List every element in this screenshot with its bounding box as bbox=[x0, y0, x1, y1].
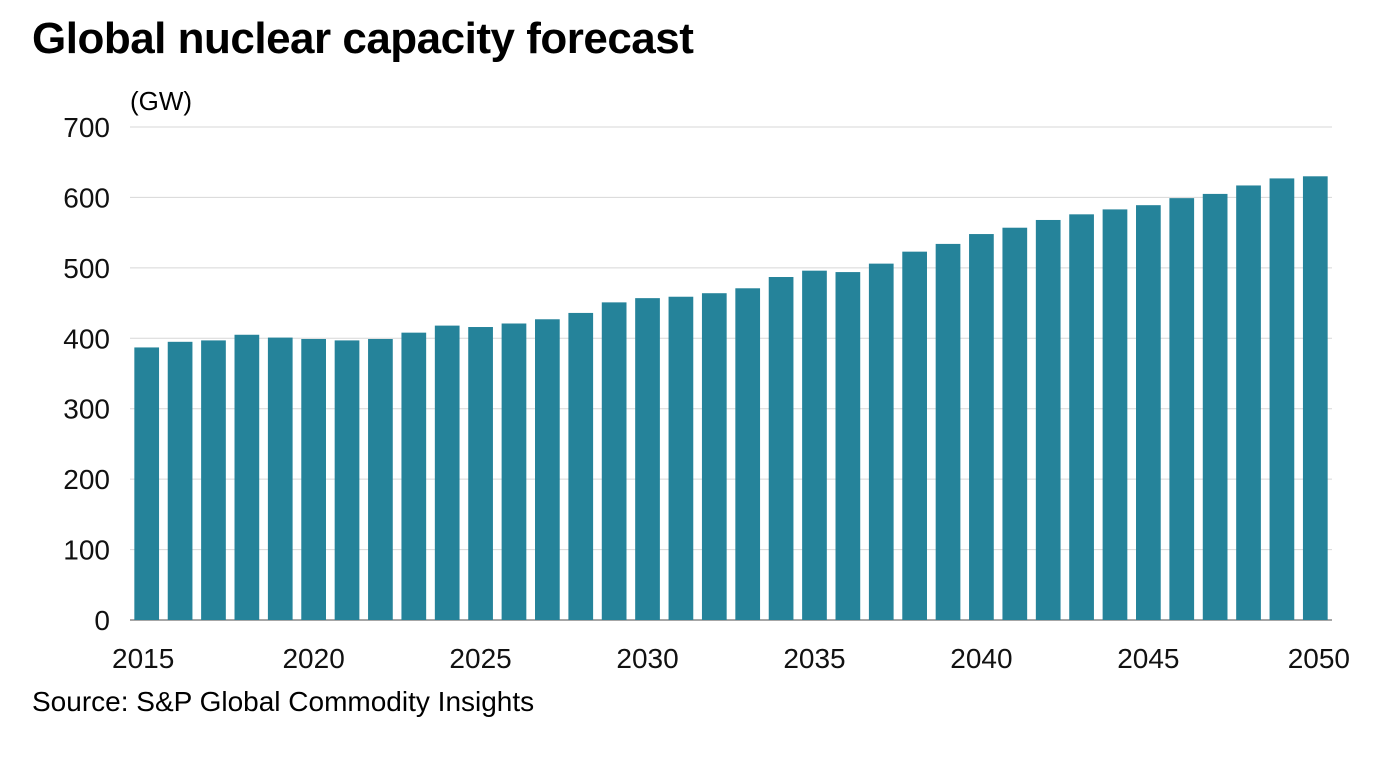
bar-2018 bbox=[234, 334, 260, 620]
bar-2041 bbox=[1002, 227, 1028, 620]
bar-2038 bbox=[902, 251, 927, 620]
x-tick-label: 2050 bbox=[1288, 643, 1350, 674]
bar-2040 bbox=[969, 234, 994, 621]
y-axis-unit-label: (GW) bbox=[130, 86, 193, 116]
bar-2029 bbox=[601, 302, 627, 620]
bar-2027 bbox=[535, 319, 560, 620]
bar-2044 bbox=[1102, 209, 1128, 620]
bar-2043 bbox=[1069, 214, 1094, 620]
bar-2021 bbox=[334, 340, 360, 620]
bar-2025 bbox=[468, 327, 493, 620]
bar-2033 bbox=[735, 288, 761, 620]
x-tick-label: 2015 bbox=[112, 643, 174, 674]
y-tick-label: 100 bbox=[63, 535, 110, 566]
bar-2016 bbox=[167, 341, 193, 620]
bar-2036 bbox=[835, 272, 861, 620]
y-tick-label: 300 bbox=[63, 394, 110, 425]
bar-2049 bbox=[1269, 178, 1295, 620]
chart-title: Global nuclear capacity forecast bbox=[32, 14, 694, 63]
bar-2032 bbox=[701, 293, 727, 620]
bar-2050 bbox=[1302, 176, 1328, 621]
y-tick-label: 200 bbox=[63, 464, 110, 495]
bar-2046 bbox=[1169, 198, 1195, 620]
y-tick-label: 700 bbox=[63, 112, 110, 143]
bar-2024 bbox=[434, 325, 460, 620]
bar-2015 bbox=[134, 347, 160, 620]
bars bbox=[134, 176, 1328, 621]
x-tick-label: 2040 bbox=[950, 643, 1012, 674]
bar-2034 bbox=[768, 277, 794, 620]
bar-2039 bbox=[935, 243, 961, 620]
x-axis-ticks: 2015 2020 2025 2030 2035 2040 2045 2050 bbox=[112, 643, 1350, 674]
bar-2042 bbox=[1035, 219, 1061, 620]
bar-2028 bbox=[568, 312, 594, 620]
bar-2020 bbox=[301, 338, 326, 620]
bar-2047 bbox=[1202, 193, 1228, 620]
source-note: Source: S&P Global Commodity Insights bbox=[32, 686, 535, 717]
bar-2022 bbox=[368, 338, 393, 620]
bar-2031 bbox=[668, 296, 694, 620]
x-tick-label: 2030 bbox=[616, 643, 678, 674]
y-tick-label: 0 bbox=[94, 605, 110, 636]
y-tick-label: 500 bbox=[63, 253, 110, 284]
y-tick-label: 600 bbox=[63, 182, 110, 213]
bar-2037 bbox=[868, 263, 894, 620]
bar-2026 bbox=[501, 323, 527, 620]
gridlines bbox=[130, 126, 1332, 621]
bar-2017 bbox=[201, 340, 226, 620]
bar-2030 bbox=[635, 298, 660, 620]
bar-2023 bbox=[401, 332, 427, 620]
x-tick-label: 2025 bbox=[449, 643, 511, 674]
y-tick-label: 400 bbox=[63, 323, 110, 354]
bar-2045 bbox=[1136, 205, 1161, 620]
bar-2035 bbox=[802, 270, 827, 620]
bar-2048 bbox=[1236, 185, 1261, 620]
x-tick-label: 2035 bbox=[783, 643, 845, 674]
x-tick-label: 2045 bbox=[1117, 643, 1179, 674]
y-axis-ticks: 0 100 200 300 400 500 600 700 bbox=[63, 112, 110, 636]
x-tick-label: 2020 bbox=[282, 643, 344, 674]
bar-2019 bbox=[267, 337, 293, 620]
